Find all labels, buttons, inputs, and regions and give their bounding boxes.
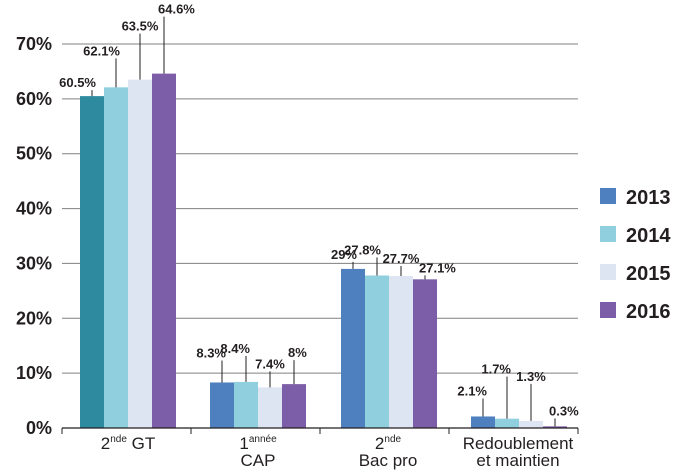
bar-2016-1: [282, 384, 306, 428]
value-label: 8%: [288, 345, 307, 360]
y-tick-label: 70%: [16, 34, 52, 54]
legend-label-2015: 2015: [626, 263, 671, 285]
x-axis: [61, 427, 579, 434]
value-label: 64.6%: [158, 2, 195, 17]
bar-2014-0: [104, 87, 128, 428]
bar-2013-1: [210, 382, 234, 428]
value-label: 2.1%: [457, 383, 487, 398]
category-label-line2: CAP: [241, 451, 276, 470]
value-label: 1.3%: [516, 369, 546, 384]
bar-2013-2: [341, 268, 365, 428]
value-label: 1.7%: [481, 362, 511, 377]
y-tick-label: 20%: [16, 308, 52, 328]
bar-2016-0: [152, 73, 176, 428]
bar-2016-3: [543, 426, 567, 428]
bar-2014-2: [365, 275, 389, 428]
bar-2015-1: [258, 387, 282, 428]
value-label: 27.8%: [344, 242, 381, 257]
category-label-line2: et maintien: [476, 451, 559, 470]
bar-2015-2: [389, 276, 413, 428]
value-label: 29%: [331, 247, 357, 262]
y-tick-label: 0%: [26, 418, 52, 438]
value-label: 60.5%: [59, 75, 96, 90]
category-label: Redoublement: [463, 434, 574, 453]
y-tick-label: 40%: [16, 199, 52, 219]
bar-2015-0: [128, 79, 152, 429]
category-label: 2nde: [375, 434, 402, 453]
value-label: 8.4%: [220, 341, 250, 356]
legend-label-2016: 2016: [626, 301, 671, 323]
y-axis-tick-labels: 0% 10% 20% 30% 40% 50% 60% 70%: [16, 34, 52, 438]
y-tick-label: 50%: [16, 144, 52, 164]
bar-2013-0: [80, 96, 104, 428]
y-tick-label: 60%: [16, 89, 52, 109]
value-labels: 60.5% 8.3% 29% 2.1% 62.1% 8.4% 27.8% 1.7% 63.5% 7…: [59, 2, 579, 419]
bars: [80, 73, 567, 429]
y-tick-label: 10%: [16, 363, 52, 383]
value-label: 63.5%: [122, 19, 159, 34]
category-label-line2: Bac pro: [359, 451, 418, 470]
bar-2014-1: [234, 381, 258, 428]
bar-2013-3: [471, 416, 495, 428]
value-label: 27.7%: [383, 251, 420, 266]
legend-swatch-2014: [600, 226, 616, 242]
legend-swatch-2016: [600, 302, 616, 318]
bar-2016-2: [413, 279, 437, 428]
y-tick-label: 30%: [16, 253, 52, 273]
value-label: 8.3%: [196, 345, 226, 360]
value-label: 7.4%: [255, 356, 285, 371]
value-label-leaders: [91, 16, 556, 427]
bar-2014-3: [495, 418, 519, 428]
legend-swatch-2015: [600, 264, 616, 280]
category-label: 1année: [239, 434, 277, 453]
bar-2015-3: [519, 420, 543, 428]
legend: 2013 2014 2015 2016: [600, 187, 671, 323]
value-label: 27.1%: [419, 260, 456, 275]
value-label: 0.3%: [549, 403, 579, 418]
legend-label-2014: 2014: [626, 225, 671, 247]
legend-label-2013: 2013: [626, 187, 671, 209]
legend-swatch-2013: [600, 188, 616, 204]
category-label: 2nde GT: [101, 434, 156, 453]
value-label: 62.1%: [83, 43, 120, 58]
